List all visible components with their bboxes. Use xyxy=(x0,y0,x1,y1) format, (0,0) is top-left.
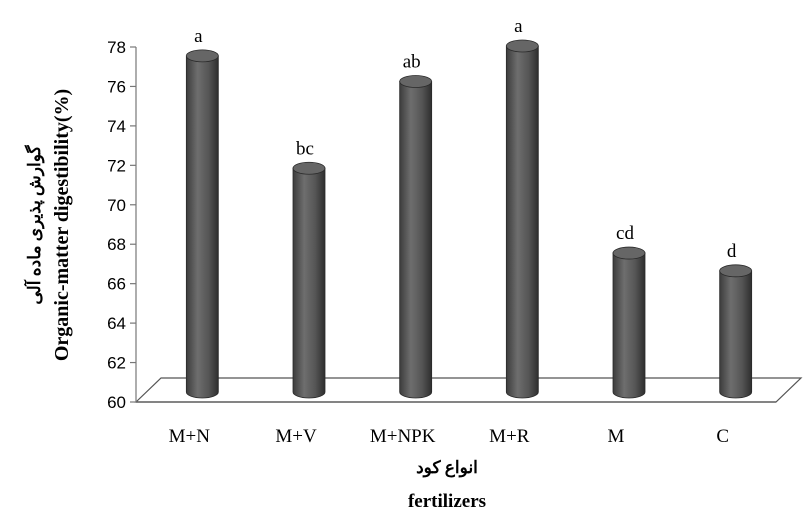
y-tick-label: 68 xyxy=(107,235,126,254)
bar-body xyxy=(612,252,646,399)
bar xyxy=(612,246,646,399)
y-tick-label: 74 xyxy=(107,117,126,136)
bar-top xyxy=(185,49,219,63)
data-label: a xyxy=(194,26,203,47)
data-label: cd xyxy=(616,223,634,244)
bar-body xyxy=(399,81,433,399)
bar xyxy=(185,49,219,399)
y-axis-title-fa: گوارش پذیری ماده آلی xyxy=(23,144,45,304)
y-tick-label: 78 xyxy=(107,38,126,57)
y-tick-label: 60 xyxy=(107,393,126,412)
bar-body xyxy=(292,167,326,399)
bar-top xyxy=(399,75,433,88)
data-label: ab xyxy=(403,52,421,73)
y-tick-label: 76 xyxy=(107,77,126,96)
bar-top xyxy=(612,246,646,260)
bar-body xyxy=(505,45,539,399)
y-tick-label: 70 xyxy=(107,196,126,215)
y-tick-label: 62 xyxy=(107,354,126,373)
x-axis-title: fertilizers xyxy=(408,491,486,512)
data-label: d xyxy=(727,241,737,262)
x-tick-label: M+NPK xyxy=(370,426,436,447)
y-axis-title: Organic-matter digestibility(%) xyxy=(51,89,73,361)
bar-body xyxy=(719,270,753,399)
bar xyxy=(399,75,433,399)
x-tick-label: M+N xyxy=(169,426,211,447)
data-label: a xyxy=(514,16,523,37)
data-label: bc xyxy=(296,138,314,159)
bar xyxy=(719,264,753,399)
bar-top xyxy=(292,161,326,175)
x-tick-label: M+R xyxy=(489,426,530,447)
bar-top xyxy=(505,39,539,53)
bar-top xyxy=(719,264,753,278)
bar xyxy=(292,161,326,399)
chart-floor xyxy=(134,377,803,403)
y-tick-label: 72 xyxy=(107,156,126,175)
y-tick-label: 64 xyxy=(107,314,126,333)
x-tick-label: M+V xyxy=(275,426,317,447)
x-tick-label: C xyxy=(716,426,729,447)
x-tick-label: M xyxy=(608,426,625,447)
x-axis-title-fa: انواع کود xyxy=(416,458,478,478)
bar-body xyxy=(185,55,219,399)
bar xyxy=(505,39,539,399)
y-tick-label: 66 xyxy=(107,275,126,294)
